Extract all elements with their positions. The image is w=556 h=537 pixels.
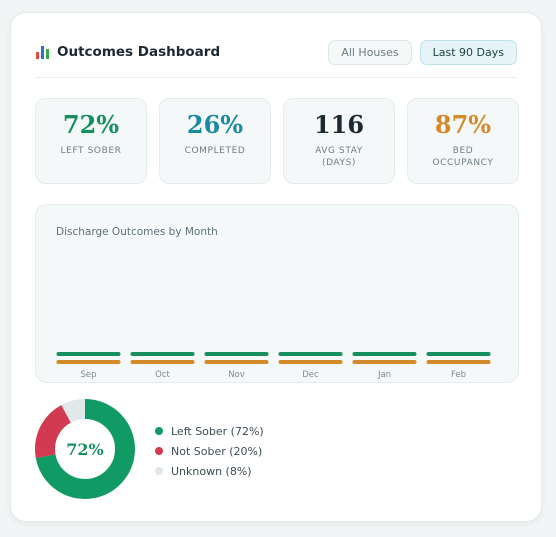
stat-value: 72%	[62, 110, 120, 139]
stat-left-sober: 72% LEFT SOBER	[35, 98, 147, 184]
bar-nov-series-1	[204, 352, 269, 356]
last-90-days-button[interactable]: Last 90 Days	[419, 39, 517, 65]
stat-value: 87%	[434, 110, 492, 139]
x-tick-label: Sep	[80, 370, 96, 380]
bar-oct-series-2	[130, 360, 195, 364]
stats-row: 72% LEFT SOBER 26% COMPLETED 116 AVG STA…	[35, 98, 519, 184]
donut-segment-3	[35, 399, 135, 499]
x-tick-label: Jan	[377, 370, 391, 380]
legend-item: Left Sober (72%)	[155, 421, 264, 441]
page-title: Outcomes Dashboard	[57, 44, 221, 60]
stat-label: AVG STAY (DAYS)	[315, 146, 363, 168]
stat-completed: 26% COMPLETED	[159, 98, 271, 184]
donut-chart	[35, 399, 135, 499]
dashboard-card: Outcomes Dashboard All Houses Last 90 Da…	[10, 12, 542, 522]
donut-center-label: 72%	[66, 439, 104, 459]
x-tick-label: Oct	[155, 370, 170, 380]
filter-group: All Houses Last 90 Days	[328, 39, 517, 65]
bar-dec-series-1	[278, 352, 343, 356]
legend-dot	[155, 427, 163, 435]
bar-nov-series-2	[204, 360, 269, 364]
dashboard-header: Outcomes Dashboard All Houses Last 90 Da…	[35, 37, 517, 67]
bar-feb-series-2	[426, 360, 491, 364]
x-tick-label: Feb	[451, 370, 466, 380]
bar-oct-series-1	[130, 352, 195, 356]
legend-label: Not Sober (20%)	[171, 444, 263, 458]
outcome-donut: 72%	[35, 399, 135, 499]
legend-item: Not Sober (20%)	[155, 441, 264, 461]
stat-label: BED OCCUPANCY	[432, 146, 494, 168]
title-group: Outcomes Dashboard	[35, 44, 220, 60]
stat-value: 26%	[186, 110, 244, 139]
stat-bed-occupancy: 87% BED OCCUPANCY	[407, 98, 519, 184]
chart-title: Discharge Outcomes by Month	[56, 226, 218, 238]
legend-item: Unknown (8%)	[155, 461, 264, 481]
stat-label: LEFT SOBER	[60, 146, 122, 156]
x-tick-label: Nov	[228, 370, 245, 380]
all-houses-button[interactable]: All Houses	[328, 39, 412, 65]
discharge-chart-panel: Discharge Outcomes by Month Sep Oct Nov Dec…	[35, 204, 519, 383]
x-tick-label: Dec	[302, 370, 319, 380]
bar-sep-series-2	[56, 360, 121, 364]
bar-sep-series-1	[56, 352, 121, 356]
legend-label: Left Sober (72%)	[171, 424, 264, 438]
legend-dot	[155, 447, 163, 455]
discharge-bar-chart: Sep Oct Nov Dec Jan Feb	[56, 352, 491, 380]
bar-feb-series-1	[426, 352, 491, 356]
stat-label: COMPLETED	[184, 146, 246, 156]
legend-dot	[155, 467, 163, 475]
stat-value: 116	[313, 110, 365, 139]
legend-label: Unknown (8%)	[171, 464, 252, 478]
bar-jan-series-1	[352, 352, 417, 356]
donut-legend: Left Sober (72%) Not Sober (20%) Unknown…	[155, 421, 264, 481]
donut-segment-2	[35, 399, 135, 499]
header-divider	[35, 77, 517, 78]
bar-jan-series-2	[352, 360, 417, 364]
bar-dec-series-2	[278, 360, 343, 364]
stat-avg-stay: 116 AVG STAY (DAYS)	[283, 98, 395, 184]
bar-chart-icon	[35, 44, 51, 60]
